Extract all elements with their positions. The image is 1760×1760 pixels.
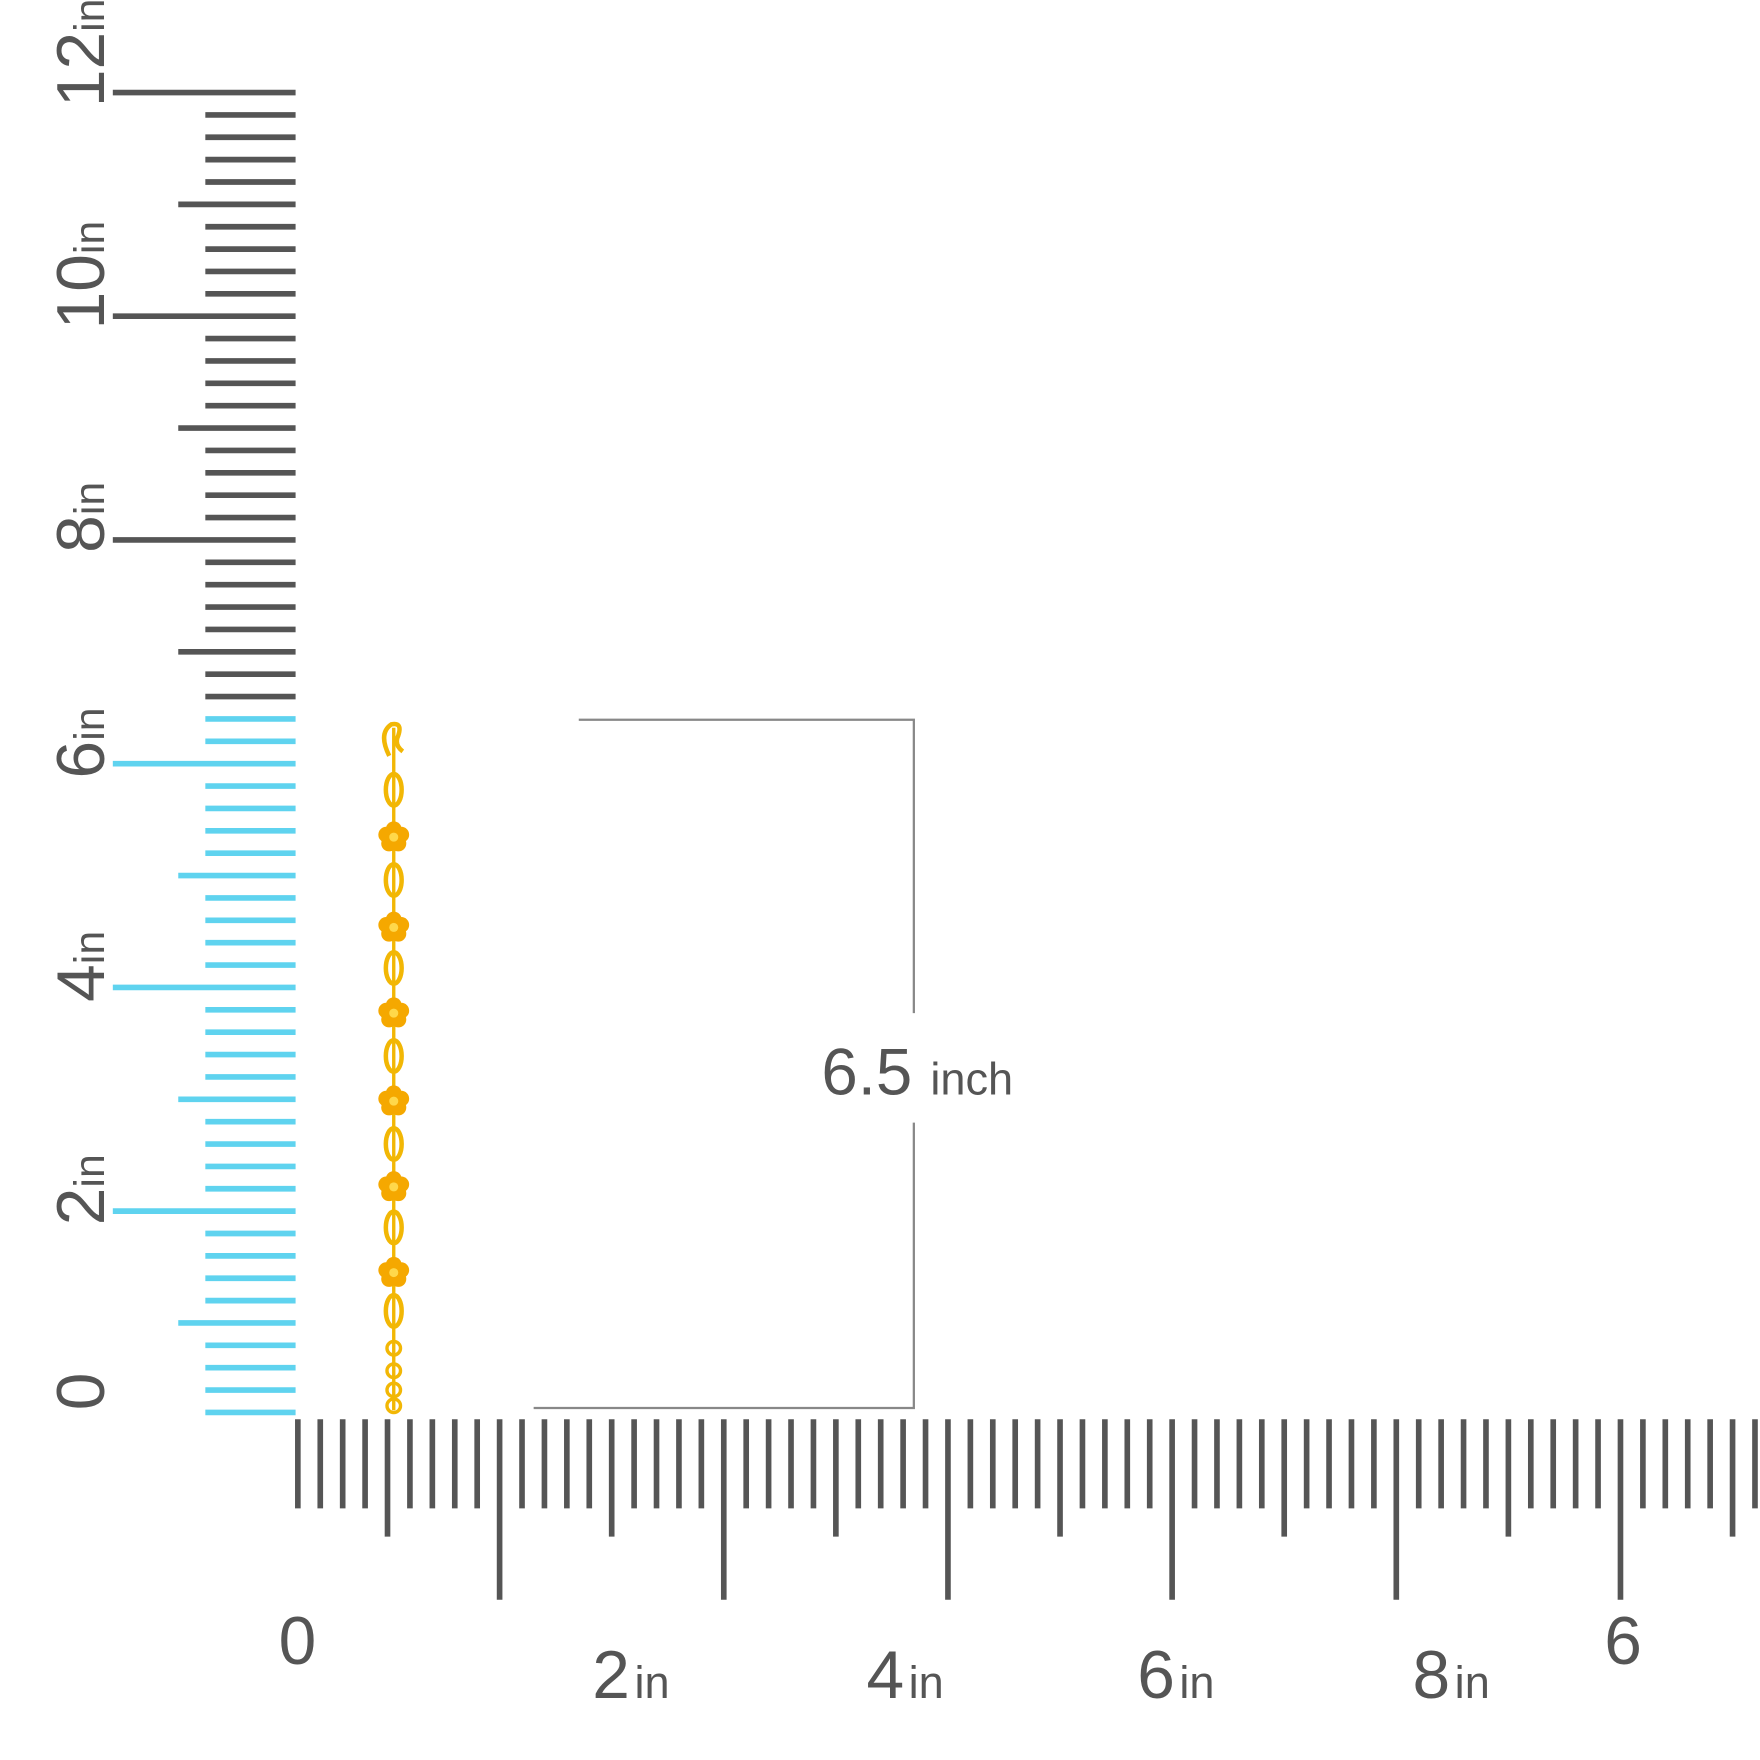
ruler-unit: in	[66, 221, 114, 254]
link	[383, 861, 404, 899]
ruler-number: 6	[1137, 1638, 1175, 1713]
link	[383, 1209, 404, 1246]
ruler-label: 2in	[44, 1154, 119, 1225]
ruler-number: 12	[44, 32, 119, 107]
link	[383, 1037, 404, 1075]
horizontal-ruler: 0 2 in 4 in 6 in 8 in6	[279, 1419, 1758, 1713]
ruler-label: 4in	[44, 931, 119, 1002]
ruler-number: 2	[592, 1638, 630, 1713]
ruler-label: 12in	[44, 0, 119, 107]
ring	[385, 1339, 403, 1357]
clasp	[381, 721, 405, 757]
ruler-unit: in	[66, 0, 114, 32]
link	[383, 949, 404, 987]
ring	[385, 1381, 403, 1399]
ruler-label: 6	[1604, 1604, 1642, 1679]
ruler-unit: in	[1179, 1657, 1214, 1708]
dimension-label: 6.5 inch	[821, 1035, 1013, 1108]
ruler-number: 0	[44, 1373, 119, 1411]
ruler-unit: in	[66, 931, 114, 964]
ruler-label: 8in	[44, 482, 119, 553]
ring	[385, 1362, 403, 1380]
ring	[385, 1397, 403, 1415]
ruler-number: 6	[44, 741, 119, 779]
ruler-number: 8	[1413, 1638, 1451, 1713]
ruler-label: 0	[44, 1373, 119, 1411]
ruler-label: 6in	[44, 707, 119, 778]
ruler-label: 0	[279, 1604, 317, 1679]
ruler-number: 4	[44, 964, 119, 1002]
link	[383, 1292, 404, 1330]
dimension-bracket	[533, 718, 915, 1410]
ruler-unit: in	[909, 1657, 944, 1708]
ruler-unit: in	[66, 482, 114, 515]
ruler-unit: in	[66, 1154, 114, 1187]
bracelet	[378, 721, 410, 1415]
ruler-number: 0	[279, 1604, 317, 1679]
ruler-number: 6	[1604, 1604, 1642, 1679]
flower-center	[389, 832, 399, 842]
ruler-number: 2	[44, 1188, 119, 1226]
ruler-unit: in	[634, 1657, 669, 1708]
flower-center	[389, 1096, 399, 1106]
flower-center	[389, 1008, 399, 1018]
ruler-label: 10in	[44, 221, 119, 330]
ruler-unit: in	[66, 707, 114, 740]
link	[383, 1125, 404, 1163]
flower-center	[389, 1182, 399, 1192]
ruler-number: 4	[866, 1638, 904, 1713]
link	[383, 771, 404, 808]
flower-center	[389, 1268, 399, 1278]
ruler-unit: in	[1455, 1657, 1490, 1708]
ruler-number: 10	[44, 254, 119, 329]
flower-center	[389, 922, 399, 932]
ruler-number: 8	[44, 515, 119, 553]
